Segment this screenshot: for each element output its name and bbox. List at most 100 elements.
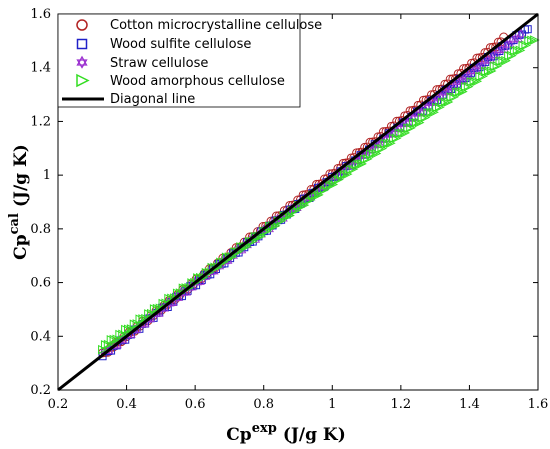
data-point-triangle-right [158,298,169,309]
legend-marker-hexagram [76,55,88,66]
data-point-triangle-right [429,107,439,118]
y-tick-label: 1 [43,168,51,183]
data-point-hexagram [505,39,515,48]
data-point-triangle-right [365,149,376,159]
data-point-triangle-right [351,159,362,170]
data-point-triangle-right [98,344,108,355]
x-tick-label: 0.4 [116,397,137,412]
legend-box [57,13,301,108]
data-point-triangle-right [345,164,356,175]
x-axis-label-unit: (J/g K) [283,425,346,445]
data-point-triangle-right [521,40,532,51]
data-point-triangle-right [460,82,471,92]
y-tick-label: 0.2 [30,383,51,398]
data-point-triangle-right [302,195,313,206]
data-point-triangle-right [515,45,526,56]
data-point-triangle-right [138,314,149,324]
data-point-triangle-right [100,340,111,350]
data-point-triangle-right [472,76,483,87]
data-point-triangle-right [411,118,422,128]
data-point-triangle-right [115,329,125,340]
data-point-triangle-right [386,138,396,149]
legend-label: Straw cellulose [110,56,208,71]
data-point-triangle-right [144,309,154,319]
data-point-triangle-right [322,180,333,190]
data-point-triangle-right [123,324,134,335]
data-point-triangle-right [299,200,310,210]
data-point-triangle-right [164,293,174,304]
data-point-triangle-right [256,231,267,241]
data-point-triangle-right [417,113,428,123]
legend-marker-circle [76,19,88,31]
data-point-triangle-right [121,324,131,335]
y-tick-label: 0.4 [30,329,51,344]
y-axis-label-sup: cal [7,213,22,234]
legend-item-cotton: Cotton microcrystalline cellulose [76,18,322,33]
data-point-triangle-right [481,66,491,77]
data-point-triangle-right [285,210,295,221]
data-point-triangle-right [504,51,514,61]
data-point-triangle-right [440,97,451,108]
data-point-triangle-right [374,143,385,154]
data-point-triangle-right [492,61,503,71]
data-point-triangle-right [509,46,520,56]
data-point-triangle-right [103,339,114,350]
data-point-triangle-right [354,159,365,169]
data-point-triangle-right [388,133,399,144]
axis-ticks: 0.2 0.4 0.6 0.8 1 1.2 1.4 1.6 0.2 0.4 0.6 0.8 1 1.2 1.… [30,7,548,412]
data-point-triangle-right [463,81,474,92]
data-point-triangle-right [394,128,405,139]
legend-marker-square [76,38,88,50]
data-point-triangle-right [149,304,160,314]
data-point-triangle-right [495,56,506,66]
data-point-triangle-right [435,102,445,113]
data-point-triangle-right [469,76,480,87]
data-point-triangle-right [443,97,454,107]
data-point-triangle-right [455,87,465,97]
data-point-triangle-right [501,55,511,66]
x-tick-label: 1.4 [459,397,480,412]
data-point-triangle-right [371,148,382,159]
data-point-triangle-right [377,143,388,154]
data-point-triangle-right [518,40,529,51]
data-point-triangle-right [397,128,408,138]
data-point-triangle-right [348,164,359,174]
legend-marker-hexagram-inverted [76,59,88,69]
data-point-triangle-right [360,154,370,164]
data-point-triangle-right [334,174,344,185]
data-point-triangle-right [342,169,353,179]
y-tick-label: 0.8 [30,222,51,237]
data-point-triangle-right [106,335,117,345]
data-point-triangle-right [512,45,523,56]
data-point-triangle-right [498,56,509,66]
data-point-triangle-right [132,319,143,329]
data-point-triangle-right [357,159,367,169]
data-point-triangle-right [319,184,330,195]
data-point-triangle-right [423,107,434,118]
data-point-triangle-right [483,66,494,77]
data-point-triangle-right [383,138,393,149]
legend-item-wood-amorphous: Wood amorphous cellulose [76,73,285,89]
data-point-triangle-right [380,138,390,149]
data-point-triangle-right [530,35,540,45]
x-tick-label: 1.2 [391,397,412,412]
data-point-triangle-right [406,123,416,133]
data-point-triangle-right [437,97,448,108]
data-point-triangle-right [524,35,534,46]
data-point-triangle-right [446,92,457,102]
data-point-triangle-right [414,117,425,128]
data-point-triangle-right [466,77,477,87]
x-tick-label: 0.2 [48,397,69,412]
y-tick-label: 1.2 [30,114,51,129]
x-tick-label: 0.6 [185,397,206,412]
x-tick-label: 1 [328,397,336,412]
data-point-triangle-right [409,118,419,128]
legend-label: Wood amorphous cellulose [110,74,285,89]
data-point-triangle-right [400,128,411,138]
data-point-hexagram [516,28,526,38]
data-point-triangle-right [135,314,146,325]
data-point-triangle-right [129,319,140,330]
data-point-square [523,25,532,34]
data-point-triangle-right [507,50,517,61]
